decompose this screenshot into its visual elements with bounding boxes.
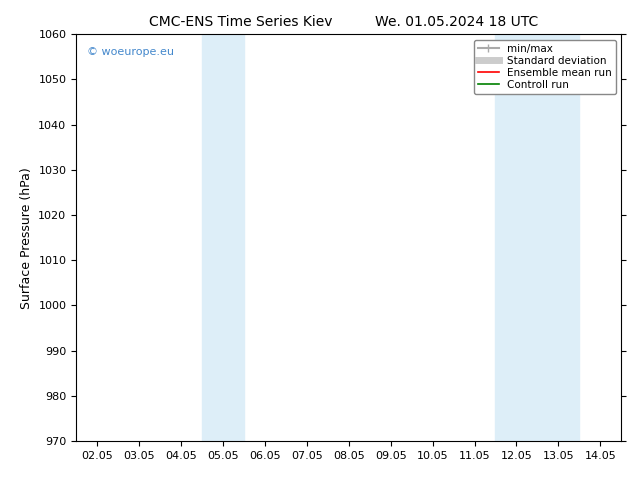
- Text: CMC-ENS Time Series Kiev: CMC-ENS Time Series Kiev: [149, 15, 333, 29]
- Text: © woeurope.eu: © woeurope.eu: [87, 47, 174, 56]
- Y-axis label: Surface Pressure (hPa): Surface Pressure (hPa): [20, 167, 33, 309]
- Bar: [538, 34, 579, 441]
- Text: We. 01.05.2024 18 UTC: We. 01.05.2024 18 UTC: [375, 15, 538, 29]
- Bar: [496, 34, 538, 441]
- Bar: [202, 34, 244, 441]
- Legend: min/max, Standard deviation, Ensemble mean run, Controll run: min/max, Standard deviation, Ensemble me…: [474, 40, 616, 94]
